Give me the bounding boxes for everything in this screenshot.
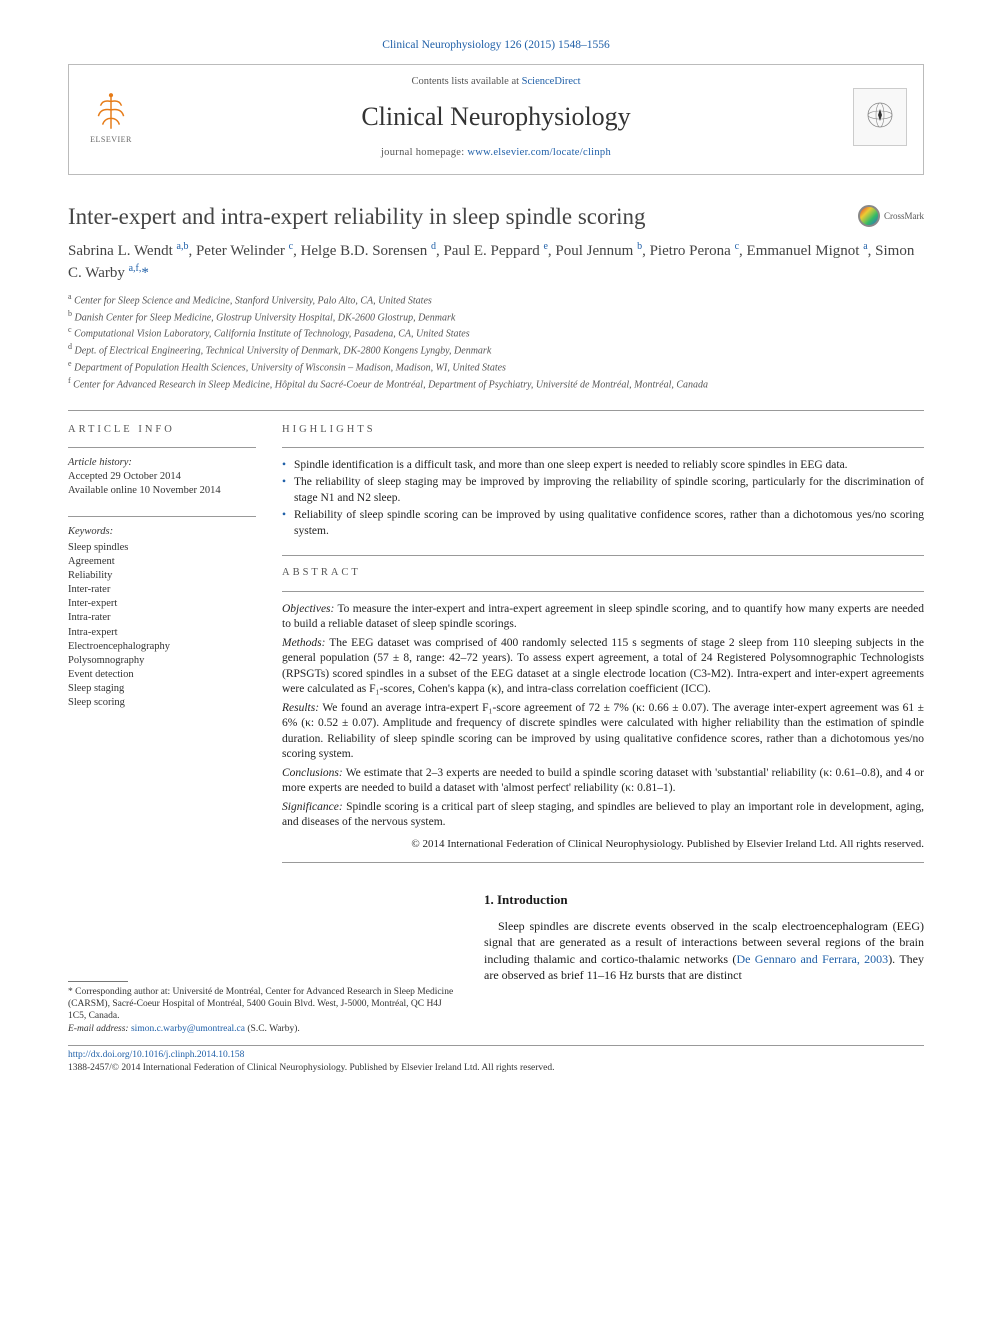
keyword: Sleep staging: [68, 682, 256, 696]
contents-prefix: Contents lists available at: [411, 76, 521, 87]
highlights: Spindle identification is a difficult ta…: [282, 458, 924, 540]
divider: [68, 447, 256, 448]
divider: [282, 591, 924, 592]
email-footnote: E-mail address: simon.c.warby@umontreal.…: [68, 1023, 458, 1035]
sciencedirect-link[interactable]: ScienceDirect: [522, 76, 581, 87]
keyword: Event detection: [68, 668, 256, 682]
footer-divider: [68, 1045, 924, 1046]
issn-copyright: 1388-2457/© 2014 International Federatio…: [68, 1062, 924, 1075]
objectives-text: To measure the inter-expert and intra-ex…: [282, 603, 924, 631]
journal-homepage: journal homepage: www.elsevier.com/locat…: [155, 146, 837, 160]
highlight-item: Reliability of sleep spindle scoring can…: [282, 508, 924, 539]
elsevier-logo: ELSEVIER: [85, 88, 137, 146]
email-who: (S.C. Warby).: [245, 1024, 300, 1034]
copyright: © 2014 International Federation of Clini…: [282, 837, 924, 852]
affiliation: c Computational Vision Laboratory, Calif…: [68, 325, 924, 341]
methods-label: Methods:: [282, 637, 325, 649]
homepage-prefix: journal homepage:: [381, 147, 467, 158]
citation: Clinical Neurophysiology 126 (2015) 1548…: [68, 38, 924, 54]
footnote-separator: [68, 981, 128, 982]
article-info-header: ARTICLE INFO: [68, 423, 256, 437]
crossmark-label: CrossMark: [884, 210, 924, 222]
keyword: Intra-rater: [68, 611, 256, 625]
divider: [68, 516, 256, 517]
keywords-label: Keywords:: [68, 525, 256, 539]
keyword: Agreement: [68, 555, 256, 569]
journal-header: ELSEVIER Contents lists available at Sci…: [68, 64, 924, 175]
keyword: Polysomnography: [68, 654, 256, 668]
keyword: Inter-expert: [68, 597, 256, 611]
affiliation: f Center for Advanced Research in Sleep …: [68, 376, 924, 392]
highlight-item: Spindle identification is a difficult ta…: [282, 458, 924, 474]
journal-cover-icon: [853, 88, 907, 146]
highlights-header: HIGHLIGHTS: [282, 423, 924, 437]
abstract-header: ABSTRACT: [282, 566, 924, 580]
article-history: Article history: Accepted 29 October 201…: [68, 456, 256, 499]
history-label: Article history:: [68, 456, 256, 470]
email-label: E-mail address:: [68, 1024, 131, 1034]
divider: [282, 555, 924, 556]
conclusions-label: Conclusions:: [282, 767, 343, 779]
accepted-date: Accepted 29 October 2014: [68, 470, 256, 484]
online-date: Available online 10 November 2014: [68, 484, 256, 498]
conclusions-text: We estimate that 2–3 experts are needed …: [282, 767, 924, 795]
corr-label: * Corresponding author at:: [68, 987, 172, 997]
affiliation: b Danish Center for Sleep Medicine, Glos…: [68, 309, 924, 325]
affiliation: d Dept. of Electrical Engineering, Techn…: [68, 342, 924, 358]
affiliations: a Center for Sleep Science and Medicine,…: [68, 292, 924, 392]
email-link[interactable]: simon.c.warby@umontreal.ca: [131, 1024, 245, 1034]
reference-link[interactable]: De Gennaro and Ferrara, 2003: [736, 952, 888, 966]
introduction-text: Sleep spindles are discrete events obser…: [484, 918, 924, 983]
divider: [282, 862, 924, 863]
publisher-name: ELSEVIER: [90, 135, 132, 146]
contents-available: Contents lists available at ScienceDirec…: [155, 75, 837, 89]
introduction-heading: 1. Introduction: [484, 891, 924, 909]
crossmark-badge[interactable]: CrossMark: [858, 205, 924, 227]
keywords-list: Sleep spindlesAgreementReliabilityInter-…: [68, 541, 256, 711]
keyword: Electroencephalography: [68, 640, 256, 654]
authors: Sabrina L. Wendt a,b, Peter Welinder c, …: [68, 240, 924, 284]
keyword: Reliability: [68, 569, 256, 583]
corresponding-author: * Corresponding author at: Université de…: [68, 986, 458, 1023]
elsevier-tree-icon: [90, 91, 132, 133]
affiliation: e Department of Population Health Scienc…: [68, 359, 924, 375]
significance-label: Significance:: [282, 801, 343, 813]
divider: [68, 410, 924, 411]
affiliation: a Center for Sleep Science and Medicine,…: [68, 292, 924, 308]
keyword: Intra-expert: [68, 626, 256, 640]
significance-text: Spindle scoring is a critical part of sl…: [282, 801, 924, 829]
results-text: We found an average intra-expert F₁-scor…: [282, 702, 924, 761]
methods-text: The EEG dataset was comprised of 400 ran…: [282, 637, 924, 696]
homepage-link[interactable]: www.elsevier.com/locate/clinph: [467, 147, 611, 158]
keyword: Sleep spindles: [68, 541, 256, 555]
doi[interactable]: http://dx.doi.org/10.1016/j.clinph.2014.…: [68, 1049, 924, 1062]
highlight-item: The reliability of sleep staging may be …: [282, 475, 924, 506]
crossmark-icon: [858, 205, 880, 227]
results-label: Results:: [282, 702, 319, 714]
objectives-label: Objectives:: [282, 603, 334, 615]
article-title: Inter-expert and intra-expert reliabilit…: [68, 203, 844, 232]
keyword: Inter-rater: [68, 583, 256, 597]
divider: [282, 447, 924, 448]
abstract: Objectives: To measure the inter-expert …: [282, 602, 924, 852]
keyword: Sleep scoring: [68, 696, 256, 710]
journal-name: Clinical Neurophysiology: [155, 99, 837, 134]
